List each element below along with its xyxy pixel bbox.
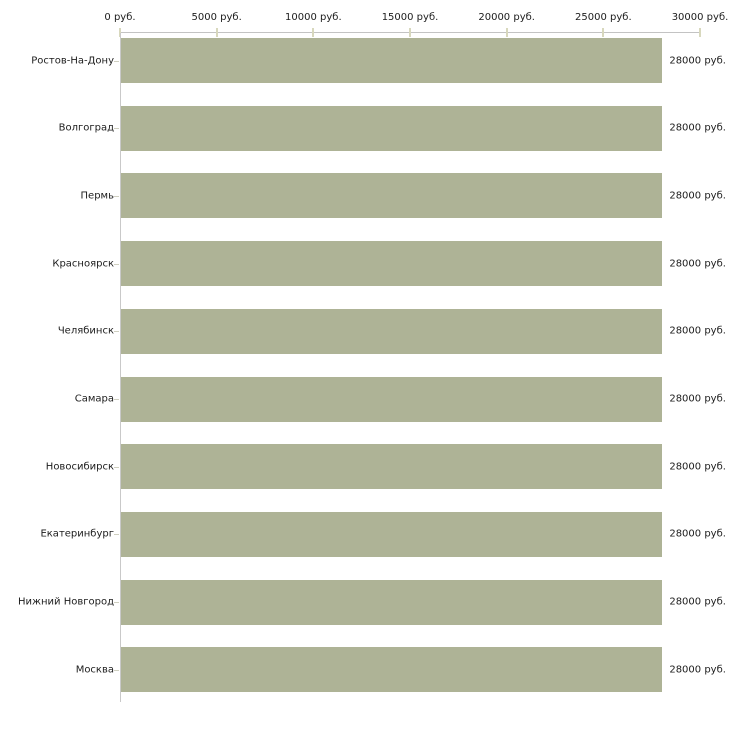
x-axis-tick-mark [215, 28, 218, 37]
bar-row: Москва 28000 руб. [0, 647, 730, 693]
bar [121, 511, 663, 557]
bar-row: Ростов-На-Дону 28000 руб. [0, 38, 730, 83]
category-label: Красноярск [52, 258, 114, 270]
x-axis-tick-mark [699, 28, 701, 37]
bar [121, 444, 663, 490]
bar-row: Новосибирск 28000 руб. [0, 444, 730, 490]
value-label: 28000 руб. [669, 393, 726, 405]
bar-row: Пермь 28000 руб. [0, 173, 730, 219]
bar [121, 173, 663, 219]
x-axis-tick-label: 15000 руб. [381, 12, 439, 23]
value-label: 28000 руб. [669, 325, 726, 337]
x-axis-tick-mark [119, 28, 121, 37]
x-axis-tick-label: 30000 руб. [671, 12, 729, 23]
value-label: 28000 руб. [669, 461, 726, 473]
category-label: Пермь [80, 190, 114, 202]
x-axis-tick-label: 20000 руб. [478, 12, 535, 23]
x-axis-tick-label: 25000 руб. [575, 12, 632, 23]
x-axis-tick-mark [505, 28, 508, 37]
x-axis-tick-mark [409, 28, 411, 37]
x-axis-tick-label: 10000 руб. [285, 12, 342, 23]
bar-row: Челябинск 28000 руб. [0, 308, 730, 354]
category-label: Новосибирск [45, 461, 114, 473]
y-axis-line [120, 33, 121, 702]
x-axis-tick-mark [602, 28, 605, 37]
bar-row: Волгоград 28000 руб. [0, 105, 730, 151]
bar [121, 376, 663, 422]
category-tick-mark [114, 263, 119, 265]
x-axis-tick-label: 0 руб. [104, 12, 136, 23]
value-label: 28000 руб. [669, 596, 726, 608]
value-label: 28000 руб. [669, 258, 726, 270]
category-label: Челябинск [57, 325, 114, 337]
category-tick-mark [114, 602, 119, 604]
bar-row: Самара 28000 руб. [0, 376, 730, 422]
value-label: 28000 руб. [669, 190, 726, 202]
category-label: Москва [75, 664, 114, 676]
category-tick-mark [114, 669, 119, 671]
category-tick-mark [114, 466, 119, 468]
category-tick-mark [114, 195, 119, 197]
value-label: 28000 руб. [669, 528, 726, 540]
bar [121, 241, 663, 287]
category-tick-mark [114, 399, 119, 400]
x-axis-tick-label: 5000 руб. [191, 12, 242, 23]
category-label: Нижний Новгород [17, 596, 114, 608]
bar [121, 105, 663, 151]
value-label: 28000 руб. [669, 122, 726, 134]
bar-row: Красноярск 28000 руб. [0, 241, 730, 287]
category-label: Самара [74, 393, 114, 405]
bar [121, 38, 663, 83]
value-label: 28000 руб. [669, 664, 726, 676]
category-tick-mark [114, 60, 119, 62]
bar-row: Нижний Новгород 28000 руб. [0, 579, 730, 625]
bar [121, 579, 663, 625]
bar [121, 308, 663, 354]
category-label: Екатеринбург [40, 528, 114, 540]
category-tick-mark [114, 331, 119, 333]
bar [121, 647, 663, 693]
bar-row: Екатеринбург 28000 руб. [0, 511, 730, 557]
category-label: Ростов-На-Дону [31, 55, 114, 66]
category-tick-mark [114, 128, 119, 130]
category-label: Волгоград [58, 122, 114, 134]
value-label: 28000 руб. [669, 55, 726, 66]
category-tick-mark [114, 534, 119, 536]
x-axis-tick-mark [312, 28, 315, 37]
